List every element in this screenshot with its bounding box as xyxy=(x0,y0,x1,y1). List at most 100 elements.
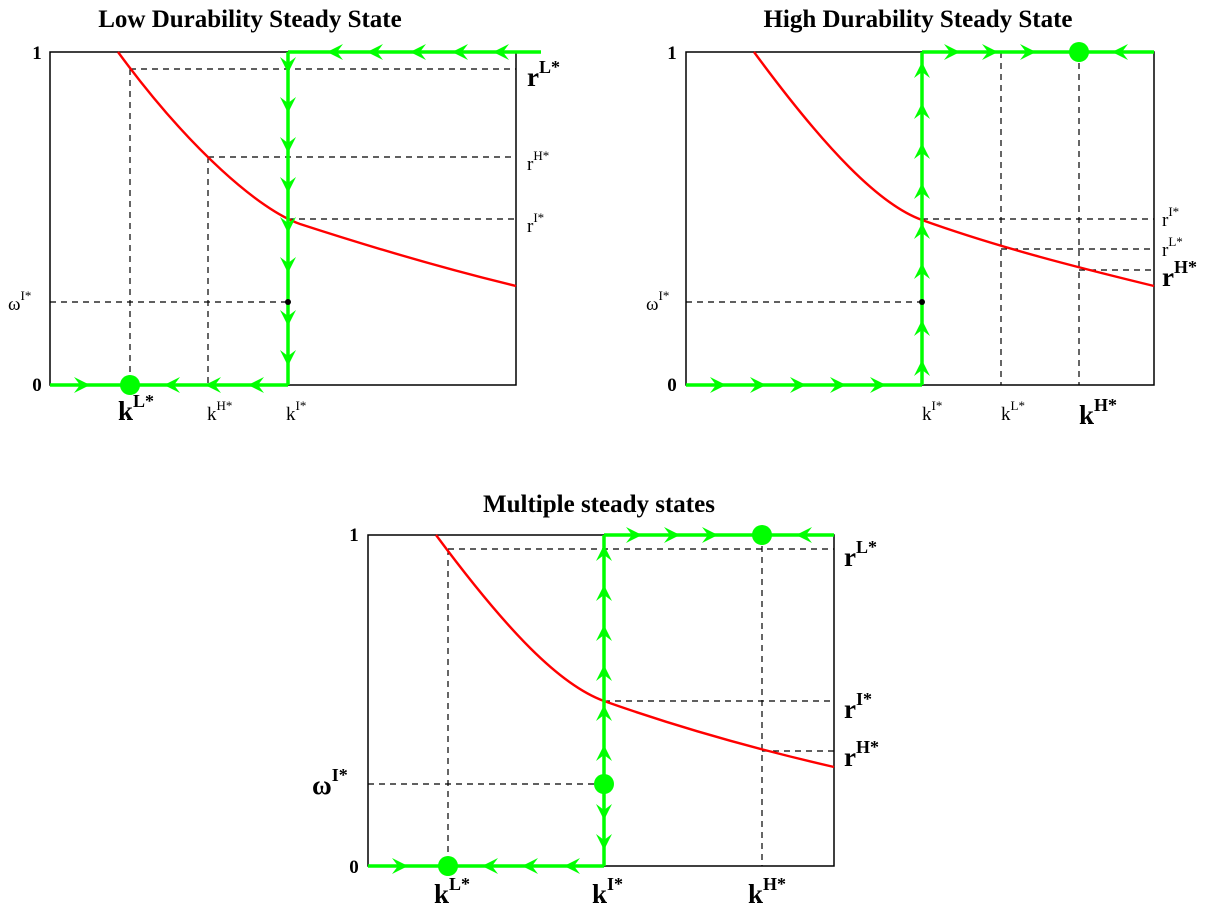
y-axis-bottom-label: 0 xyxy=(667,375,677,396)
arrow-up xyxy=(596,705,612,721)
arrow-up xyxy=(596,745,612,761)
arrow-up xyxy=(914,360,930,376)
panel-title: Multiple steady states xyxy=(483,491,715,518)
red-curve xyxy=(117,51,517,288)
arrow-right xyxy=(830,377,846,393)
guide-lines xyxy=(368,535,834,866)
arrow-up xyxy=(596,625,612,641)
red-curve xyxy=(435,534,835,769)
arrow-up xyxy=(914,320,930,336)
guide-lines xyxy=(50,68,516,385)
arrow-right xyxy=(710,377,726,393)
arrow-left xyxy=(452,44,468,60)
steady-state-point-interior xyxy=(594,774,614,794)
label-k-i: kI* xyxy=(592,874,623,909)
arrow-right xyxy=(982,44,998,60)
arrow-right xyxy=(1020,44,1036,60)
label-k-h: kH* xyxy=(207,398,232,425)
label-k-i: kI* xyxy=(922,398,942,425)
arrow-up xyxy=(596,665,612,681)
arrow-down xyxy=(596,834,612,850)
label-k-h: kH* xyxy=(748,874,786,909)
label-r-h: rH* xyxy=(527,148,549,175)
arrow-right xyxy=(870,377,886,393)
label-k-i: kI* xyxy=(286,398,306,425)
arrow-down xyxy=(280,350,296,366)
panel-high-durability: High Durability Steady State 1 0 xyxy=(646,6,1197,430)
arrow-up xyxy=(914,62,930,78)
y-axis-top-label: 1 xyxy=(667,43,677,64)
arrow-left xyxy=(164,377,180,393)
arrow-left xyxy=(493,44,509,60)
label-r-l: rL* xyxy=(1162,234,1183,261)
arrow-left xyxy=(522,858,538,874)
arrow-up xyxy=(914,263,930,279)
red-curve xyxy=(753,51,1155,288)
arrow-up xyxy=(914,143,930,159)
arrow-left xyxy=(327,44,343,60)
arrow-left xyxy=(564,858,580,874)
arrow-up xyxy=(596,545,612,561)
arrow-up xyxy=(914,103,930,119)
unstable-point xyxy=(285,299,291,305)
label-r-i: rI* xyxy=(1162,204,1179,231)
arrow-right xyxy=(74,377,90,393)
arrow-left xyxy=(248,377,264,393)
arrow-up xyxy=(914,223,930,239)
arrow-left xyxy=(367,44,383,60)
label-k-l: kL* xyxy=(434,874,470,909)
arrow-right xyxy=(626,527,642,543)
guide-lines xyxy=(686,52,1154,385)
label-r-i: rI* xyxy=(844,689,872,724)
arrow-up xyxy=(914,183,930,199)
panel-multiple-steady-states: Multiple steady states 1 0 xyxy=(312,491,879,909)
arrow-left xyxy=(410,44,426,60)
flow-arrows xyxy=(710,44,1128,393)
label-k-l: kL* xyxy=(118,391,154,426)
label-r-h: rH* xyxy=(844,737,879,772)
label-r-l: rL* xyxy=(844,537,877,572)
label-r-h: rH* xyxy=(1162,257,1197,292)
label-omega: ωI* xyxy=(312,765,348,800)
label-k-h: kH* xyxy=(1079,395,1117,430)
arrow-right xyxy=(392,858,408,874)
arrow-left xyxy=(205,377,221,393)
y-axis-top-label: 1 xyxy=(349,525,359,546)
arrow-up xyxy=(596,585,612,601)
arrow-right xyxy=(790,377,806,393)
arrow-down xyxy=(280,137,296,153)
arrow-down xyxy=(596,804,612,820)
arrow-left xyxy=(1112,44,1128,60)
arrow-down xyxy=(280,57,296,73)
panel-title: Low Durability Steady State xyxy=(98,6,401,33)
steady-state-point-high xyxy=(752,525,772,545)
label-omega: ωI* xyxy=(646,288,669,315)
arrow-down xyxy=(280,97,296,113)
arrow-down xyxy=(280,217,296,233)
label-omega: ωI* xyxy=(8,288,31,315)
flow-arrows xyxy=(392,527,812,874)
arrow-right xyxy=(750,377,766,393)
panel-low-durability: Low Durability Steady State 1 0 xyxy=(8,6,560,426)
arrow-left xyxy=(482,858,498,874)
arrow-down xyxy=(280,257,296,273)
arrow-down xyxy=(280,177,296,193)
steady-state-point-low xyxy=(438,856,458,876)
arrow-right xyxy=(702,527,718,543)
steady-state-point xyxy=(120,375,140,395)
arrow-right xyxy=(944,44,960,60)
y-axis-bottom-label: 0 xyxy=(32,375,42,396)
unstable-point xyxy=(919,299,925,305)
arrow-left xyxy=(796,527,812,543)
steady-state-point xyxy=(1069,42,1089,62)
label-r-i: rI* xyxy=(527,210,544,237)
y-axis-top-label: 1 xyxy=(32,43,42,64)
arrow-down xyxy=(280,310,296,326)
panel-title: High Durability Steady State xyxy=(763,6,1072,33)
flow-arrows xyxy=(74,44,509,393)
label-r-l: rL* xyxy=(527,57,560,92)
y-axis-bottom-label: 0 xyxy=(349,857,359,878)
arrow-right xyxy=(664,527,680,543)
